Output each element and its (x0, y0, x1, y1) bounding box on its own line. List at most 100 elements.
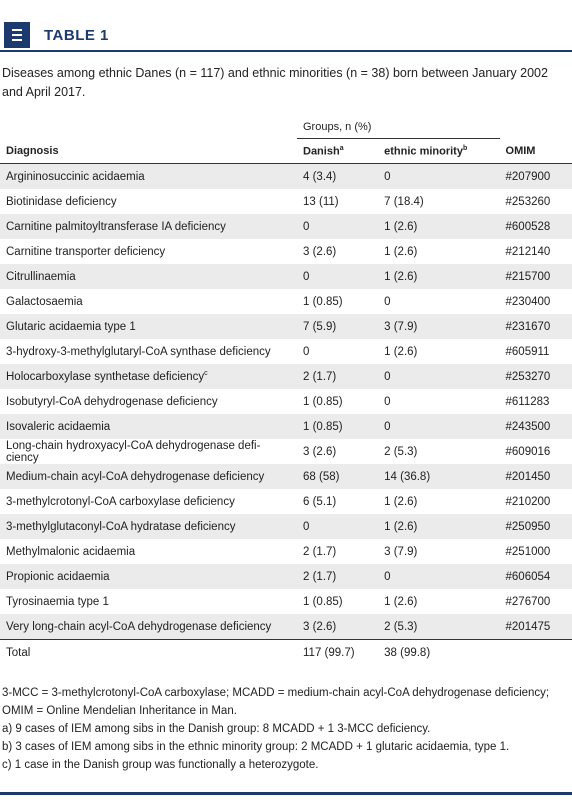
table-row: Propionic acidaemia 2 (1.7) 0 #606054 (0, 564, 572, 589)
diagnosis-cell: Biotinidase deficiency (0, 189, 297, 214)
minority-cell: 7 (18.4) (378, 189, 499, 214)
danish-cell: 0 (297, 339, 378, 364)
minority-cell-text: 2 (5.3) (384, 445, 418, 458)
diagnosis-cell-text: Isobutyryl-CoA dehydrogenase deficiency (6, 395, 218, 408)
footnote-marker: c (204, 370, 208, 378)
danish-cell: 1 (0.85) (297, 289, 378, 314)
danish-cell: 3 (2.6) (297, 239, 378, 264)
diagnosis-cell: Citrullinaemia (0, 264, 297, 289)
diagnosis-cell: Holocarboxylase synthetase deficiencyc (0, 364, 297, 389)
omim-cell: #600528 (500, 214, 572, 239)
minority-cell-text: 1 (2.6) (384, 595, 418, 608)
group-header: Groups, n (%) (297, 116, 500, 139)
danish-cell-text: 1 (0.85) (303, 420, 343, 433)
minority-cell-text: 0 (384, 370, 391, 383)
diagnosis-cell: 3-methylcrotonyl-CoA carboxylase deficie… (0, 489, 297, 514)
danish-cell: 0 (297, 514, 378, 539)
footnote: 3-MCC = 3-methylcrotonyl-CoA carboxylase… (2, 687, 550, 717)
omim-cell-text: #210200 (505, 495, 551, 508)
omim-cell-text: #605911 (505, 345, 550, 358)
diagnosis-cell-text: Tyrosinaemia type 1 (6, 595, 109, 608)
minority-cell-text: 1 (2.6) (384, 345, 418, 358)
danish-cell: 6 (5.1) (297, 489, 378, 514)
minority-cell-text: 1 (2.6) (384, 520, 418, 533)
diagnosis-cell: 3-hydroxy-3-methylglutaryl-CoA synthase … (0, 339, 297, 364)
danish-cell-text: 68 (58) (303, 470, 340, 483)
danish-cell-text: 2 (1.7) (303, 370, 337, 383)
data-table: Groups, n (%) Diagnosis Danisha ethnic min… (0, 116, 572, 665)
diagnosis-cell: Isobutyryl-CoA dehydrogenase deficiency (0, 389, 297, 414)
diagnosis-cell: Argininosuccinic acidaemia (0, 164, 297, 190)
diagnosis-cell-text: 3-methylcrotonyl-CoA carboxylase deficie… (6, 495, 235, 508)
minority-cell-text: 0 (384, 395, 391, 408)
table-row: Citrullinaemia 0 1 (2.6) #215700 (0, 264, 572, 289)
minority-cell: 2 (5.3) (378, 439, 499, 464)
column-header-row: Diagnosis Danisha ethnic minorityb OMIM (0, 138, 572, 164)
column-header: OMIM (499, 138, 572, 164)
table-row: Methylmalonic acidaemia 2 (1.7) 3 (7.9) #25… (0, 539, 572, 564)
footnote: b) 3 cases of IEM among sibs in the ethn… (2, 741, 510, 753)
table-row: Carnitine transporter deficiency 3 (2.6) 1… (0, 239, 572, 264)
column-header: Danisha (297, 138, 379, 164)
diagnosis-cell-text: Holocarboxylase synthetase deficiency (6, 370, 205, 383)
danish-cell: 1 (0.85) (297, 414, 378, 439)
table-row: 3-methylglutaconyl-CoA hydratase deficie… (0, 514, 572, 539)
danish-cell-text: 0 (303, 270, 310, 283)
diagnosis-cell: Galactosaemia (0, 289, 297, 314)
danish-cell: 2 (1.7) (297, 539, 378, 564)
danish-cell: 13 (11) (297, 189, 378, 214)
danish-cell-text: 0 (303, 345, 310, 358)
header: TABLE 1 (0, 22, 572, 52)
minority-cell-text: 0 (384, 570, 391, 583)
minority-cell: 1 (2.6) (378, 264, 499, 289)
diagnosis-cell-text: Methylmalonic acidaemia (6, 545, 136, 558)
omim-cell: #251000 (500, 539, 572, 564)
minority-cell-text: 0 (384, 420, 391, 433)
table-row: Biotinidase deficiency 13 (11) 7 (18.4) #25… (0, 189, 572, 214)
danish-cell-text: 3 (2.6) (303, 445, 337, 458)
total-cell: 117 (99.7) (297, 639, 379, 665)
danish-cell-text: 1 (0.85) (303, 595, 343, 608)
table-row: Galactosaemia 1 (0.85) 0 #230400 (0, 289, 572, 314)
table-row: Medium-chain acyl-CoA dehydrogenase defi… (0, 464, 572, 489)
table-row: Argininosuccinic acidaemia 4 (3.4) 0 #20790… (0, 163, 572, 190)
danish-cell: 4 (3.4) (297, 164, 378, 190)
danish-cell: 68 (58) (297, 464, 378, 489)
diagnosis-cell: Isovaleric acidaemia (0, 414, 297, 439)
omim-cell: #201475 (500, 614, 572, 640)
danish-cell-text: 3 (2.6) (303, 620, 337, 633)
danish-cell: 2 (1.7) (297, 364, 378, 389)
diagnosis-cell: Medium-chain acyl-CoA dehydrogenase defi… (0, 464, 297, 489)
danish-cell: 1 (0.85) (297, 589, 378, 614)
table-row: Glutaric acidaemia type 1 7 (5.9) 3 (7.9) #… (0, 314, 572, 339)
minority-cell: 3 (7.9) (378, 539, 499, 564)
column-header: ethnic minorityb (378, 138, 500, 164)
total-row: Total 117 (99.7) 38 (99.8) (0, 639, 572, 665)
omim-cell: #606054 (500, 564, 572, 589)
danish-cell-text: 0 (303, 220, 310, 233)
omim-cell-text: #243500 (505, 420, 551, 433)
table-row: Isobutyryl-CoA dehydrogenase deficiency 1… (0, 389, 572, 414)
minority-cell: 14 (36.8) (378, 464, 499, 489)
diagnosis-cell-text: 3-hydroxy-3-methylglutaryl-CoA synthase … (6, 345, 271, 358)
minority-cell-text: 14 (36.8) (384, 470, 431, 483)
danish-cell: 0 (297, 264, 378, 289)
omim-cell: #207900 (500, 164, 572, 190)
table-row: Long-chain hydroxyacyl-CoA dehydrogenase… (0, 439, 572, 464)
diagnosis-cell-text: Medium-chain acyl-CoA dehydrogenase defi… (6, 470, 265, 483)
minority-cell: 1 (2.6) (378, 214, 499, 239)
table-row: Carnitine palmitoyltransferase IA defici… (0, 214, 572, 239)
diagnosis-cell: Methylmalonic acidaemia (0, 539, 297, 564)
diagnosis-cell: Long-chain hydroxyacyl-CoA dehydrogenase… (0, 439, 297, 464)
diagnosis-cell-text: Isovaleric acidaemia (6, 420, 111, 433)
total-cell-text: 117 (99.7) (303, 646, 355, 659)
omim-cell-text: #606054 (505, 570, 551, 583)
omim-cell-text: #276700 (505, 595, 551, 608)
omim-cell: #253270 (500, 364, 572, 389)
minority-cell: 3 (7.9) (378, 314, 499, 339)
bottom-rule (0, 792, 572, 795)
omim-cell: #243500 (500, 414, 572, 439)
omim-cell-text: #201450 (505, 470, 551, 483)
omim-cell: #611283 (500, 389, 572, 414)
